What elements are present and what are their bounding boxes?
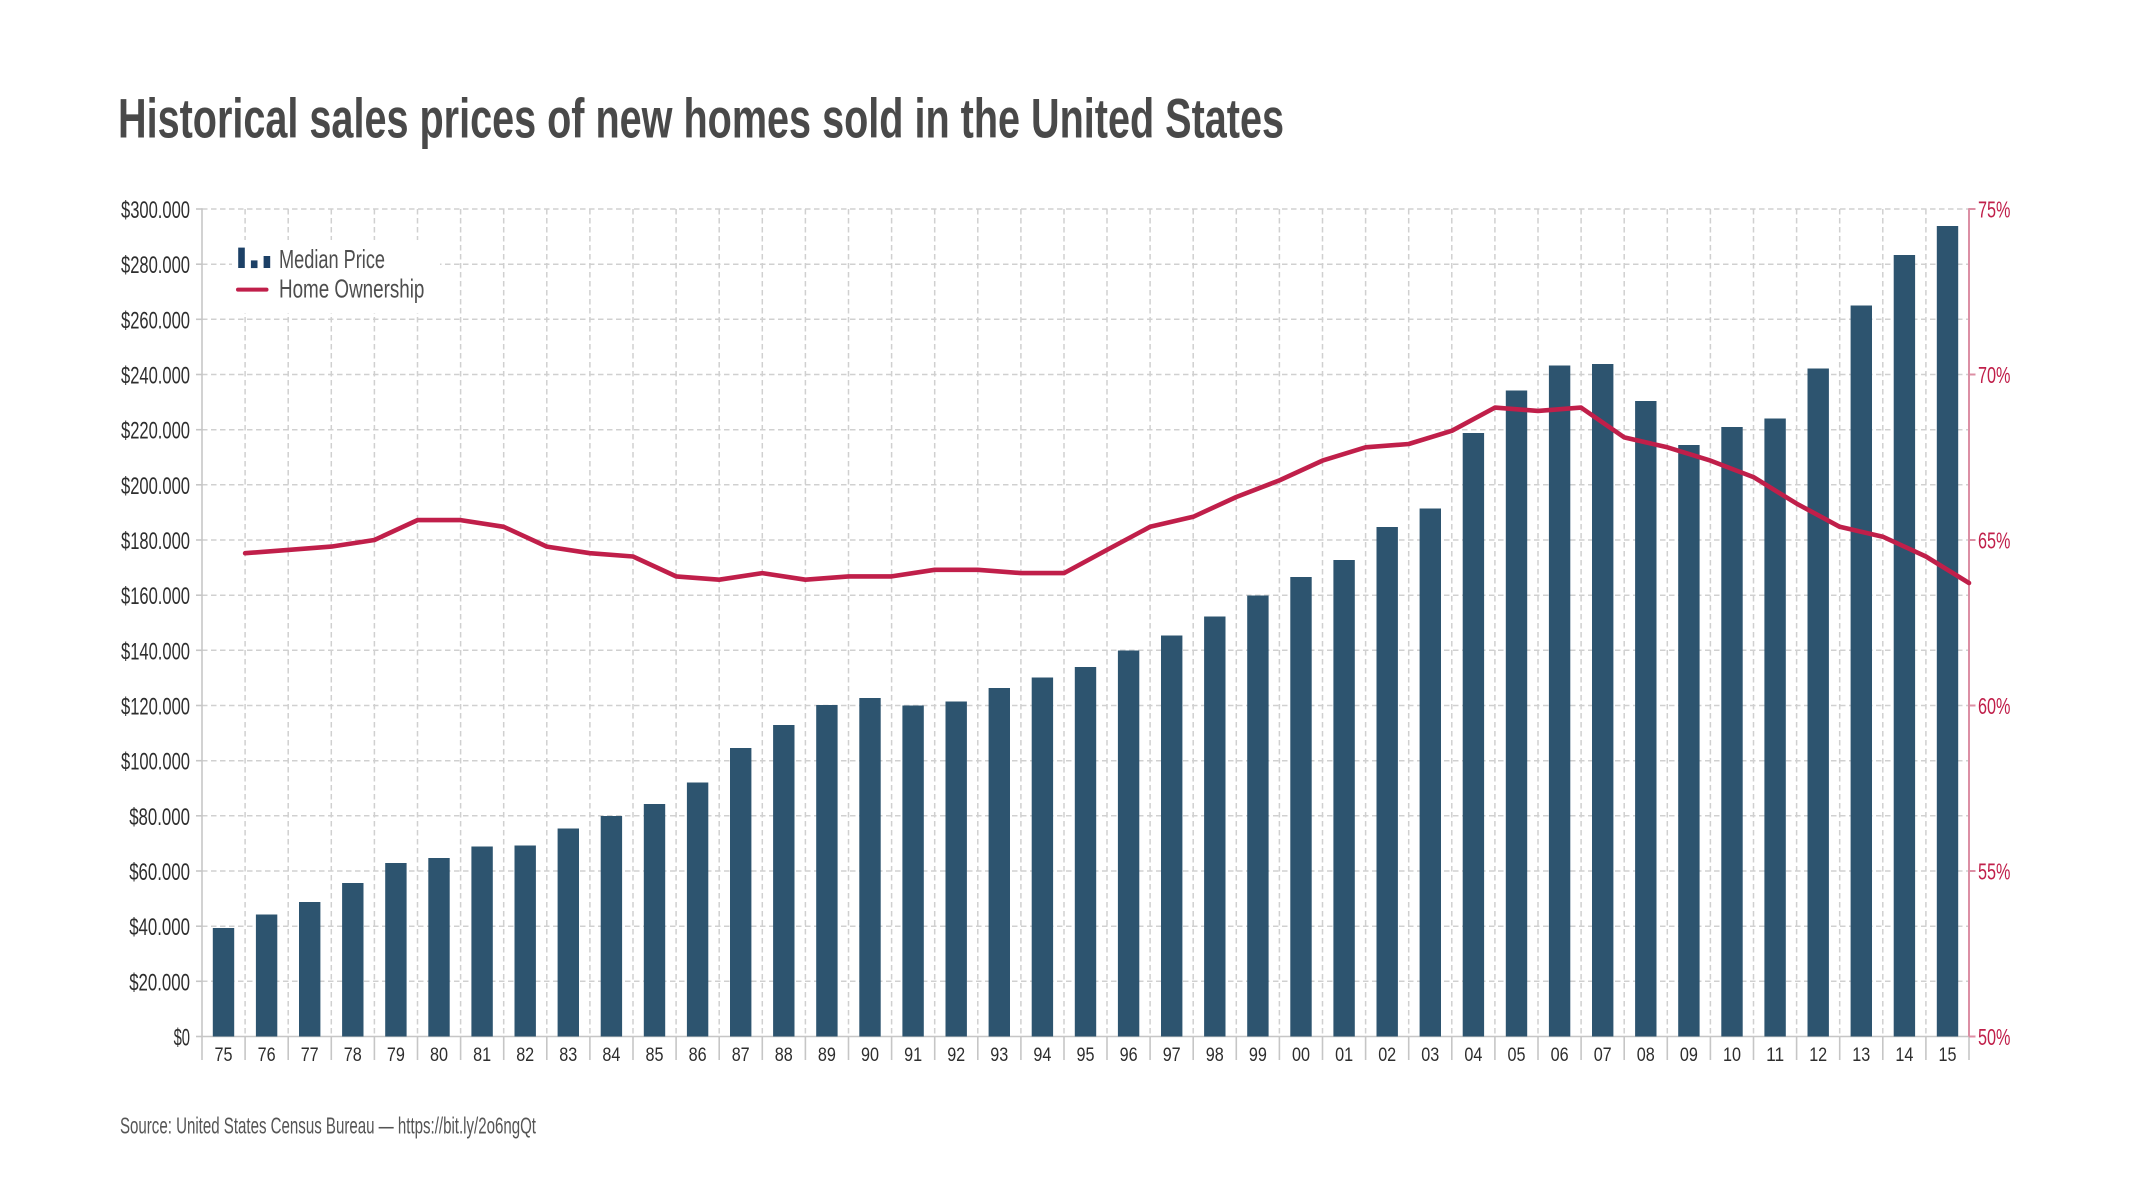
svg-text:05: 05	[1508, 1045, 1526, 1066]
svg-text:76: 76	[258, 1045, 276, 1066]
svg-text:97: 97	[1163, 1045, 1181, 1066]
svg-text:$200.000: $200.000	[121, 473, 190, 500]
svg-text:78: 78	[344, 1045, 362, 1066]
svg-text:99: 99	[1249, 1045, 1267, 1066]
svg-text:79: 79	[387, 1045, 405, 1066]
svg-text:70%: 70%	[1978, 362, 2011, 388]
svg-text:98: 98	[1206, 1045, 1224, 1066]
svg-text:96: 96	[1120, 1045, 1138, 1066]
svg-text:75: 75	[215, 1045, 233, 1066]
svg-text:60%: 60%	[1978, 693, 2011, 719]
svg-text:02: 02	[1378, 1045, 1396, 1066]
svg-text:$80.000: $80.000	[129, 804, 190, 831]
svg-text:$0: $0	[174, 1025, 190, 1052]
svg-text:08: 08	[1637, 1045, 1655, 1066]
svg-text:12: 12	[1809, 1045, 1827, 1066]
svg-text:92: 92	[947, 1045, 965, 1066]
svg-text:$160.000: $160.000	[121, 583, 190, 610]
svg-text:65%: 65%	[1978, 528, 2011, 554]
svg-text:75%: 75%	[1978, 197, 2011, 223]
svg-text:$40.000: $40.000	[129, 914, 190, 941]
svg-text:09: 09	[1680, 1045, 1698, 1066]
svg-text:83: 83	[559, 1045, 577, 1066]
svg-text:81: 81	[473, 1045, 491, 1066]
svg-text:06: 06	[1551, 1045, 1569, 1066]
svg-text:89: 89	[818, 1045, 836, 1066]
svg-text:00: 00	[1292, 1045, 1310, 1066]
svg-text:$20.000: $20.000	[129, 969, 190, 996]
svg-text:13: 13	[1852, 1045, 1870, 1066]
svg-text:91: 91	[904, 1045, 922, 1066]
svg-text:15: 15	[1939, 1045, 1957, 1066]
svg-text:$240.000: $240.000	[121, 363, 190, 390]
svg-text:01: 01	[1335, 1045, 1353, 1066]
svg-text:$260.000: $260.000	[121, 307, 190, 334]
svg-text:14: 14	[1895, 1045, 1913, 1066]
svg-text:87: 87	[732, 1045, 750, 1066]
svg-text:$120.000: $120.000	[121, 694, 190, 721]
svg-text:94: 94	[1033, 1045, 1051, 1066]
svg-text:80: 80	[430, 1045, 448, 1066]
svg-text:84: 84	[602, 1045, 620, 1066]
svg-text:77: 77	[301, 1045, 319, 1066]
svg-text:90: 90	[861, 1045, 879, 1066]
svg-text:86: 86	[689, 1045, 707, 1066]
svg-text:Median Price: Median Price	[279, 244, 385, 274]
svg-text:82: 82	[516, 1045, 534, 1066]
svg-text:Source: United States Census B: Source: United States Census Bureau — ht…	[120, 1113, 536, 1139]
svg-text:$140.000: $140.000	[121, 638, 190, 665]
svg-text:07: 07	[1594, 1045, 1612, 1066]
svg-text:$100.000: $100.000	[121, 749, 190, 776]
svg-text:55%: 55%	[1978, 859, 2011, 885]
svg-text:10: 10	[1723, 1045, 1741, 1066]
svg-text:88: 88	[775, 1045, 793, 1066]
svg-text:93: 93	[990, 1045, 1008, 1066]
svg-text:Historical sales prices of new: Historical sales prices of new homes sol…	[118, 87, 1284, 150]
svg-text:50%: 50%	[1978, 1024, 2011, 1050]
svg-text:95: 95	[1077, 1045, 1095, 1066]
svg-text:Home Ownership: Home Ownership	[279, 273, 424, 303]
svg-text:85: 85	[646, 1045, 664, 1066]
svg-text:03: 03	[1421, 1045, 1439, 1066]
svg-text:$60.000: $60.000	[129, 859, 190, 886]
svg-text:$280.000: $280.000	[121, 252, 190, 279]
svg-text:11: 11	[1766, 1045, 1784, 1066]
svg-text:04: 04	[1464, 1045, 1482, 1066]
svg-text:$180.000: $180.000	[121, 528, 190, 555]
svg-text:$300.000: $300.000	[121, 197, 190, 224]
svg-text:$220.000: $220.000	[121, 418, 190, 445]
